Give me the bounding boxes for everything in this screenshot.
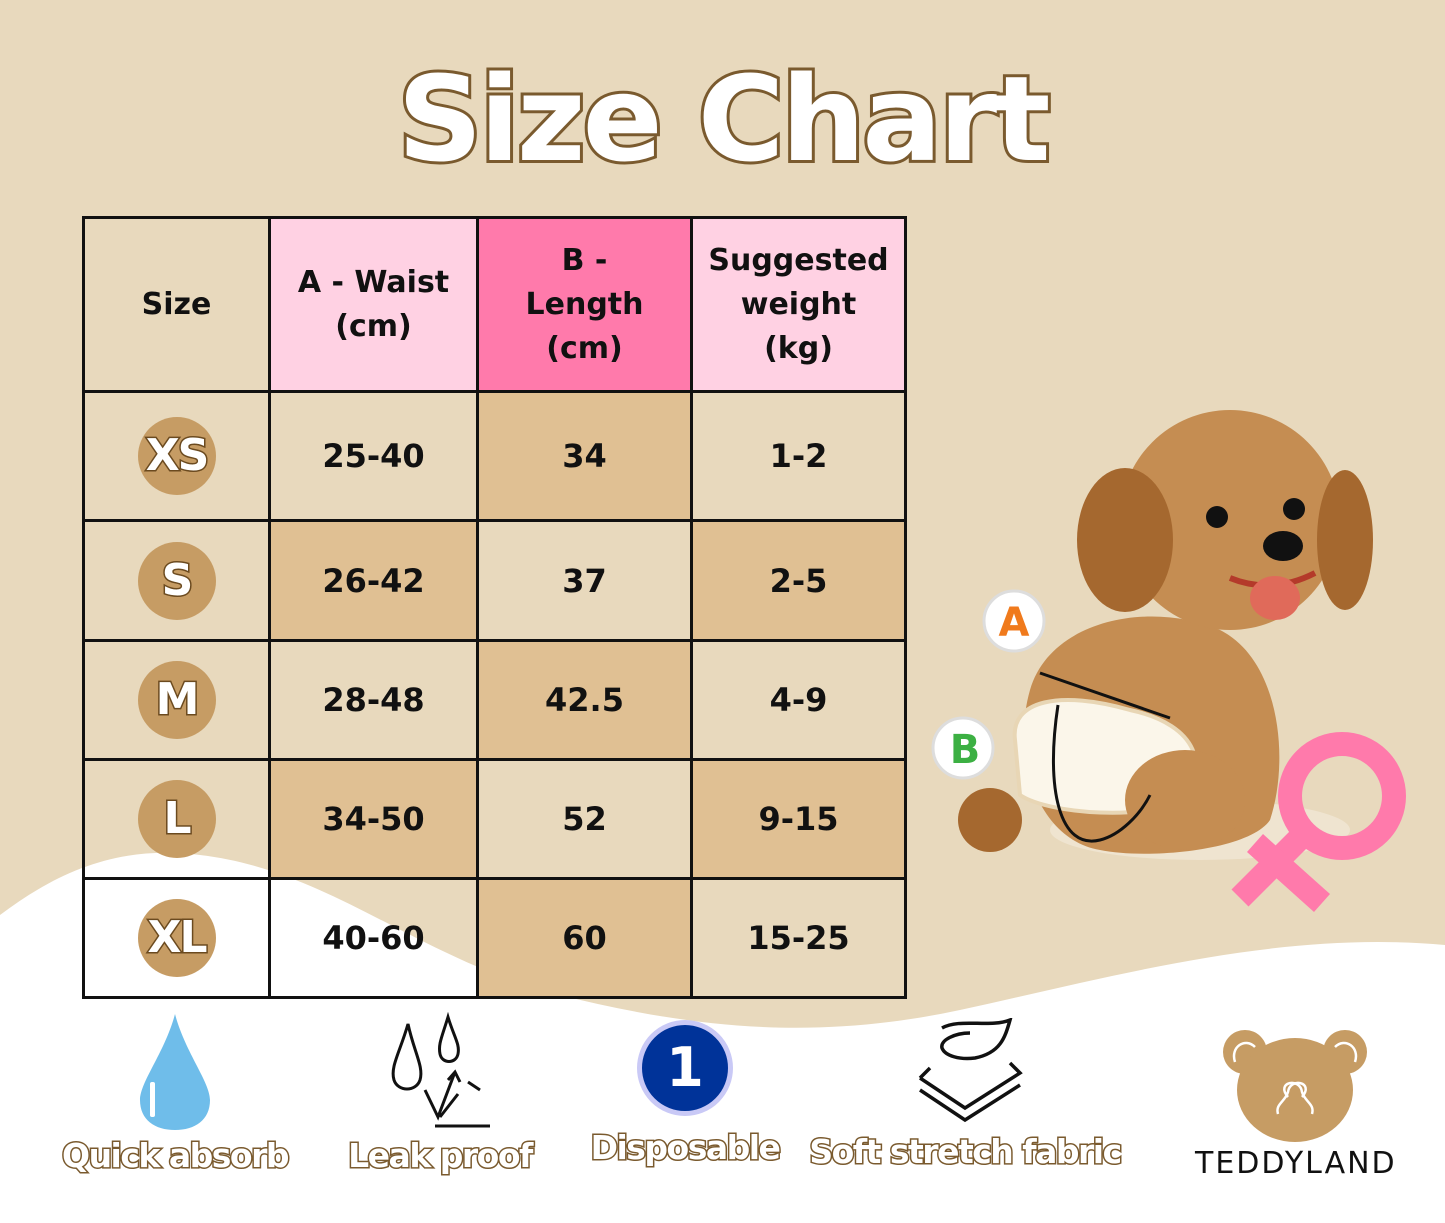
- fabric-layers-icon: [918, 1017, 1023, 1123]
- length-cell: 52: [476, 758, 693, 880]
- brand-name: TEDDYLAND: [1195, 1146, 1397, 1181]
- table-row: L 34-50 52 9-15: [82, 758, 907, 880]
- leak-proof-icon: [391, 1011, 490, 1128]
- table-row: S 26-42 37 2-5: [82, 519, 907, 642]
- header-weight: Suggested weight (kg): [690, 216, 907, 393]
- bear-logo-icon: [1223, 1030, 1367, 1142]
- size-badge: S: [137, 541, 216, 620]
- length-cell: 34: [476, 390, 693, 522]
- header-size: Size: [82, 216, 271, 393]
- weight-cell: 4-9: [690, 639, 907, 761]
- table-row: M 28-48 42.5 4-9: [82, 639, 907, 761]
- number-one-icon: 1: [637, 1020, 733, 1116]
- size-badge: XL: [137, 899, 216, 977]
- dog-illustration: A B: [931, 410, 1406, 912]
- waist-cell: 34-50: [268, 758, 479, 880]
- weight-cell: 2-5: [690, 519, 907, 642]
- feature-quick-absorb: Quick absorb: [60, 1012, 291, 1177]
- weight-cell: 15-25: [690, 877, 907, 999]
- feature-label: Soft stretch fabric: [808, 1131, 1124, 1173]
- number-one-text: 1: [666, 1036, 704, 1099]
- brand-logo: TEDDYLAND: [1195, 1022, 1395, 1181]
- waist-cell: 25-40: [268, 390, 479, 522]
- feature-label: Disposable: [589, 1127, 782, 1169]
- waist-cell: 40-60: [268, 877, 479, 999]
- label-b: B: [950, 727, 981, 773]
- length-cell: 42.5: [476, 639, 693, 761]
- header-waist: A - Waist (cm): [268, 216, 479, 393]
- waist-cell: 26-42: [268, 519, 479, 642]
- weight-cell: 9-15: [690, 758, 907, 880]
- length-cell: 37: [476, 519, 693, 642]
- table-row: XS 25-40 34 1-2: [82, 390, 907, 522]
- size-badge: XS: [137, 417, 216, 495]
- female-symbol-icon: [1231, 732, 1406, 912]
- feature-disposable: 1 Disposable: [585, 1020, 785, 1169]
- page-title: Size Chart: [394, 47, 1053, 191]
- water-drop-icon: [140, 1014, 210, 1130]
- size-table: Size A - Waist (cm) B - Length (cm) Sugg…: [82, 216, 907, 999]
- feature-soft-stretch-fabric: Soft stretch fabric: [805, 1017, 1125, 1173]
- size-badge: M: [137, 661, 216, 739]
- table-header-row: Size A - Waist (cm) B - Length (cm) Sugg…: [82, 216, 907, 393]
- feature-leak-proof: Leak proof: [330, 1011, 550, 1177]
- header-length-text: B - Length (cm): [525, 242, 644, 366]
- feature-label: Leak proof: [347, 1135, 535, 1177]
- header-length: B - Length (cm): [476, 216, 693, 393]
- label-a: A: [999, 600, 1030, 646]
- waist-cell: 28-48: [268, 639, 479, 761]
- table-row: XL 40-60 60 15-25: [82, 877, 907, 999]
- size-badge: L: [137, 780, 216, 858]
- feature-label: Quick absorb: [61, 1135, 291, 1177]
- header-weight-text: Suggested weight (kg): [708, 242, 889, 366]
- length-cell: 60: [476, 877, 693, 999]
- weight-cell: 1-2: [690, 390, 907, 522]
- header-waist-text: A - Waist (cm): [297, 264, 450, 344]
